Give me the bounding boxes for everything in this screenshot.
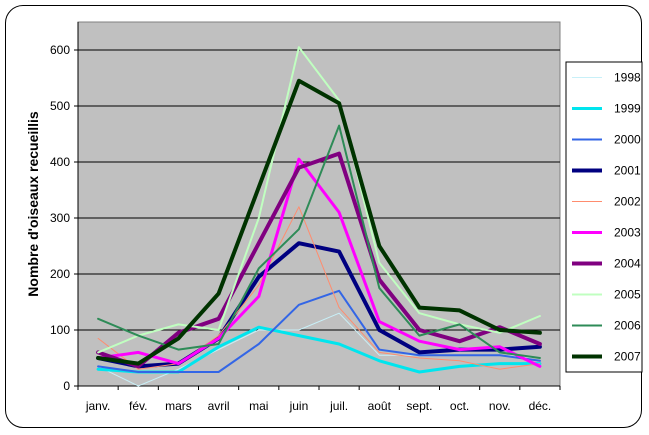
y-tick-label: 0 <box>63 379 70 393</box>
legend-label: 2001 <box>614 164 641 178</box>
x-tick-label: mai <box>249 399 268 413</box>
x-tick-label: janv. <box>85 399 110 413</box>
legend-label: 1998 <box>614 71 641 85</box>
series-line-2005 <box>97 46 541 354</box>
x-tick-label: sept. <box>406 399 432 413</box>
series-line-2006 <box>97 124 541 359</box>
legend-label: 2002 <box>614 195 641 209</box>
legend-label: 2006 <box>614 319 641 333</box>
legend-label: 2004 <box>614 257 641 271</box>
series-line-2000 <box>97 289 541 373</box>
series-line-2002 <box>97 206 541 370</box>
x-tick-label: juin <box>289 399 309 413</box>
legend-label: 1999 <box>614 102 641 116</box>
legend-label: 2003 <box>614 226 641 240</box>
y-tick-label: 500 <box>50 99 70 113</box>
y-axis-label: Nombre d'oiseaux recueillis <box>25 111 41 297</box>
y-tick-label: 600 <box>50 43 70 57</box>
legend-label: 2000 <box>614 133 641 147</box>
x-tick-label: avril <box>208 399 230 413</box>
series-line-2003 <box>96 157 542 368</box>
legend-box <box>565 61 643 373</box>
x-tick-label: fév. <box>129 399 147 413</box>
x-tick-label: nov. <box>489 399 511 413</box>
series-line-2004 <box>96 151 542 369</box>
legend-label: 2007 <box>614 350 641 364</box>
x-tick-label: mars <box>165 399 192 413</box>
x-tick-label: août <box>368 399 392 413</box>
y-tick-label: 400 <box>50 155 70 169</box>
y-tick-label: 300 <box>50 211 70 225</box>
legend-label: 2005 <box>614 288 641 302</box>
y-tick-label: 200 <box>50 267 70 281</box>
legend: 1998 1999 2000 2001 2002 2003 2004 2005 2006 2007 <box>565 61 643 373</box>
series-line-2007 <box>96 78 542 366</box>
x-tick-label: oct. <box>450 399 469 413</box>
plot-area <box>77 21 561 387</box>
x-tick-label: déc. <box>529 399 552 413</box>
x-tick-label: juil. <box>329 399 348 413</box>
y-tick-label: 100 <box>50 323 70 337</box>
